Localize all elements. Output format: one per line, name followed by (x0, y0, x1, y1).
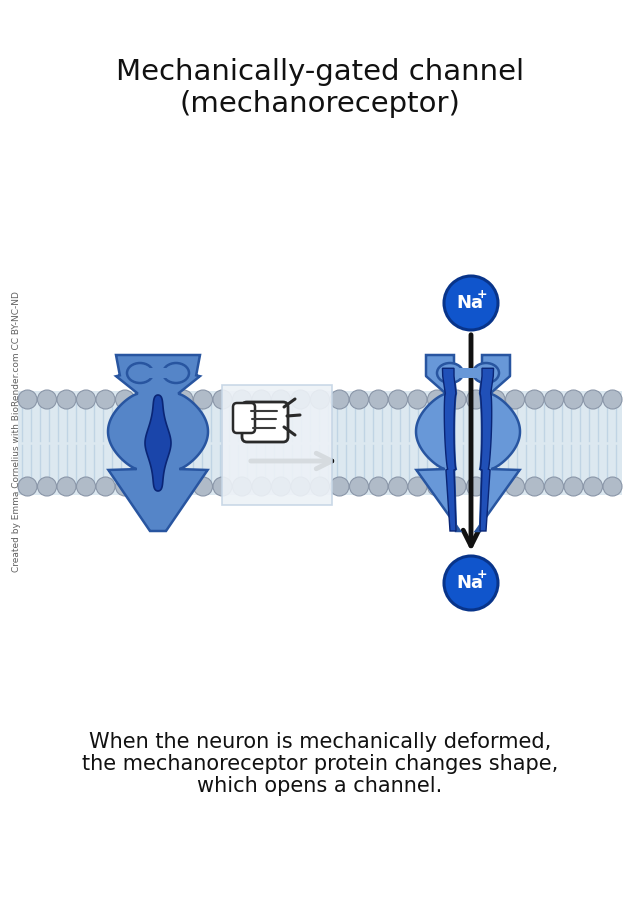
Circle shape (232, 477, 252, 496)
Circle shape (291, 477, 310, 496)
Circle shape (135, 477, 154, 496)
Circle shape (369, 391, 388, 410)
Circle shape (18, 477, 37, 496)
Circle shape (291, 391, 310, 410)
Circle shape (603, 391, 622, 410)
Circle shape (252, 391, 271, 410)
Circle shape (154, 391, 173, 410)
Circle shape (213, 391, 232, 410)
Polygon shape (416, 355, 460, 531)
Text: Na: Na (456, 293, 483, 312)
Circle shape (584, 477, 602, 496)
Circle shape (349, 477, 369, 496)
Polygon shape (108, 355, 208, 531)
Circle shape (193, 477, 212, 496)
Circle shape (330, 391, 349, 410)
Ellipse shape (437, 363, 463, 384)
Circle shape (77, 477, 95, 496)
Circle shape (564, 477, 583, 496)
Circle shape (388, 477, 408, 496)
Text: When the neuron is mechanically deformed,: When the neuron is mechanically deformed… (89, 732, 551, 752)
Ellipse shape (473, 363, 499, 384)
Circle shape (18, 391, 37, 410)
Circle shape (174, 391, 193, 410)
Ellipse shape (163, 363, 189, 384)
Text: the mechanoreceptor protein changes shape,: the mechanoreceptor protein changes shap… (82, 753, 558, 773)
Circle shape (193, 391, 212, 410)
Circle shape (330, 477, 349, 496)
Circle shape (564, 391, 583, 410)
Polygon shape (145, 395, 171, 491)
Circle shape (135, 391, 154, 410)
Circle shape (506, 391, 525, 410)
Circle shape (506, 477, 525, 496)
Circle shape (310, 477, 330, 496)
Circle shape (486, 477, 505, 496)
Text: Created by Emma Cornelius with BioRender.com CC BY-NC-ND: Created by Emma Cornelius with BioRender… (12, 292, 20, 572)
Circle shape (57, 477, 76, 496)
Text: (mechanoreceptor): (mechanoreceptor) (180, 90, 460, 118)
Circle shape (252, 477, 271, 496)
Circle shape (271, 391, 291, 410)
Circle shape (447, 391, 466, 410)
Circle shape (154, 477, 173, 496)
Circle shape (428, 391, 447, 410)
Text: +: + (477, 568, 487, 581)
Circle shape (77, 391, 95, 410)
Circle shape (447, 477, 466, 496)
Text: which opens a channel.: which opens a channel. (197, 775, 443, 795)
Bar (140, 369, 176, 379)
Bar (18, 392, 622, 496)
Circle shape (603, 477, 622, 496)
Circle shape (38, 391, 56, 410)
Circle shape (96, 477, 115, 496)
Ellipse shape (127, 363, 153, 384)
Circle shape (525, 391, 544, 410)
Bar (450, 369, 486, 379)
Circle shape (213, 477, 232, 496)
Polygon shape (480, 369, 493, 531)
Circle shape (444, 277, 498, 331)
Circle shape (57, 391, 76, 410)
Circle shape (428, 477, 447, 496)
Circle shape (96, 391, 115, 410)
Polygon shape (476, 355, 520, 531)
Circle shape (408, 477, 427, 496)
Polygon shape (442, 369, 456, 531)
FancyBboxPatch shape (222, 385, 332, 506)
Circle shape (174, 477, 193, 496)
Circle shape (467, 391, 486, 410)
Circle shape (525, 477, 544, 496)
Circle shape (444, 557, 498, 610)
Text: Mechanically-gated channel: Mechanically-gated channel (116, 58, 524, 86)
Circle shape (38, 477, 56, 496)
Circle shape (115, 391, 134, 410)
Circle shape (232, 391, 252, 410)
Circle shape (545, 477, 563, 496)
Circle shape (545, 391, 563, 410)
Circle shape (349, 391, 369, 410)
Circle shape (408, 391, 427, 410)
Circle shape (310, 391, 330, 410)
FancyBboxPatch shape (233, 404, 255, 434)
Circle shape (115, 477, 134, 496)
Circle shape (584, 391, 602, 410)
Text: Na: Na (456, 573, 483, 591)
Circle shape (271, 477, 291, 496)
FancyBboxPatch shape (242, 403, 288, 443)
Circle shape (388, 391, 408, 410)
Circle shape (467, 477, 486, 496)
Circle shape (369, 477, 388, 496)
Text: +: + (477, 288, 487, 302)
Circle shape (486, 391, 505, 410)
